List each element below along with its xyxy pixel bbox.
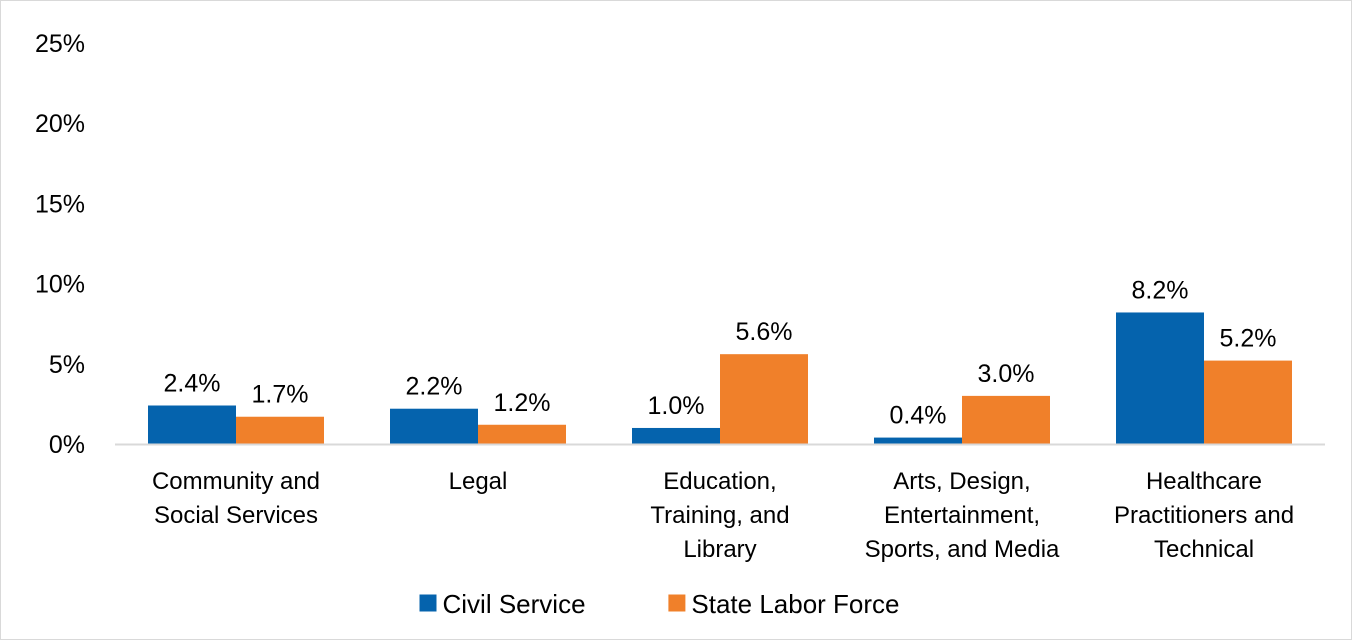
data-label: 2.4% (164, 370, 221, 398)
data-label: 1.7% (252, 381, 309, 409)
category-label: Community and Social Services (152, 468, 320, 529)
bar-civil-service (148, 405, 236, 444)
bar-civil-service (874, 437, 962, 444)
bar-civil-service (390, 408, 478, 444)
data-label: 1.0% (648, 392, 705, 420)
category-label: Healthcare Practitioners and Technical (1114, 468, 1294, 563)
y-tick-label: 15% (35, 190, 85, 218)
x-axis: Community and Social Services Legal Educati… (115, 443, 1325, 563)
y-tick-label: 25% (35, 30, 85, 58)
bar-state-labor-force (1204, 360, 1292, 444)
category-label: Arts, Design, Entertainment, Sports, and M… (865, 468, 1060, 563)
y-tick-label: 20% (35, 110, 85, 138)
y-tick-label: 0% (49, 431, 85, 459)
bars-group (148, 312, 1292, 444)
bar-state-labor-force (720, 354, 808, 444)
y-tick-label: 10% (35, 271, 85, 299)
category-label: Education, Training, and Library (650, 468, 789, 563)
data-label: 1.2% (494, 389, 551, 417)
legend-swatch (668, 594, 686, 612)
data-label: 3.0% (978, 360, 1035, 388)
category-label: Legal (449, 468, 508, 495)
legend-swatch (419, 594, 437, 612)
legend-label: State Labor Force (691, 589, 899, 619)
data-label: 5.2% (1220, 325, 1277, 353)
y-axis: 0% 5% 10% 15% 20% 25% (35, 30, 85, 459)
legend-item-civil-service: Civil Service (419, 589, 586, 619)
bar-state-labor-force (962, 395, 1050, 444)
legend: Civil Service State Labor Force (419, 589, 900, 619)
data-label: 8.2% (1132, 276, 1189, 304)
data-label: 2.2% (406, 373, 463, 401)
bar-state-labor-force (478, 424, 566, 444)
data-label: 5.6% (736, 318, 793, 346)
legend-label: Civil Service (443, 589, 586, 619)
legend-item-state-labor-force: State Labor Force (668, 589, 900, 619)
y-tick-label: 5% (49, 351, 85, 379)
data-label: 0.4% (890, 402, 947, 430)
bar-civil-service (632, 427, 720, 444)
bar-civil-service (1116, 312, 1204, 444)
data-labels-group: 2.4% 2.2% 1.0% 0.4% 8.2% 1.7% 1.2% 5.6% 3.0% 5.2% (164, 276, 1277, 429)
bar-state-labor-force (236, 416, 324, 444)
